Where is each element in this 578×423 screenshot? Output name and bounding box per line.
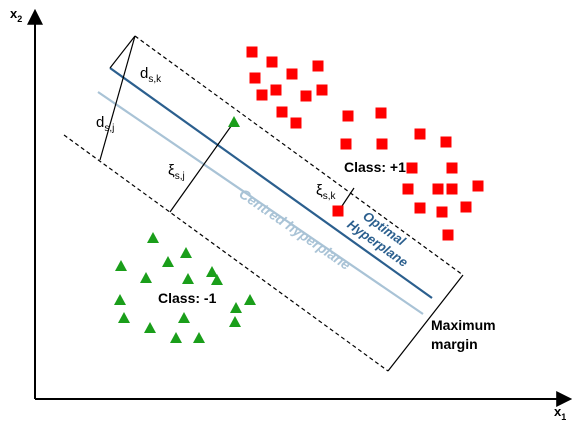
positive-point: [376, 138, 388, 150]
positive-point: [249, 72, 261, 84]
negative-point: [178, 312, 190, 323]
centred-hyperplane: [97, 91, 424, 315]
negative-point: [182, 273, 194, 284]
positive-point: [342, 110, 354, 122]
negative-point: [114, 294, 126, 305]
negative-point: [170, 332, 182, 343]
positive-point: [442, 229, 454, 241]
positive-point: [286, 68, 298, 80]
class-negative-label: Class: -1: [158, 290, 217, 306]
positive-point: [246, 46, 258, 58]
positive-point: [256, 89, 268, 101]
y-axis-label: x2: [10, 6, 22, 24]
negative-point: [144, 322, 156, 333]
negative-point: [206, 266, 218, 277]
negative-point: [180, 247, 192, 258]
positive-point: [332, 205, 344, 217]
optimal-hyperplane: [109, 67, 433, 299]
positive-point: [300, 90, 312, 102]
negative-point: [244, 294, 256, 305]
positive-point: [460, 201, 472, 213]
maximum-margin-label-1: Maximum: [431, 317, 496, 333]
d-sk-label: ds,k: [140, 65, 162, 85]
d-sj-label: ds,j: [96, 114, 114, 134]
class-positive-label: Class: +1: [344, 159, 406, 175]
positive-point: [375, 107, 387, 119]
positive-point: [316, 84, 328, 96]
margin-width-line: [387, 274, 464, 372]
positive-point: [440, 136, 452, 148]
positive-point: [446, 162, 458, 174]
positive-point: [276, 106, 288, 118]
xi-sj-line: [169, 121, 235, 213]
negative-point: [140, 272, 152, 283]
positive-point: [402, 183, 414, 195]
upper-margin-line: [134, 35, 464, 276]
negative-point: [211, 274, 223, 285]
positive-point: [406, 162, 418, 174]
positive-points-group: [246, 46, 484, 241]
negative-point: [115, 260, 127, 271]
positive-point: [290, 117, 302, 129]
negative-point: [230, 302, 242, 313]
positive-point: [340, 138, 352, 150]
d-sj-line: [99, 35, 136, 161]
positive-point: [472, 180, 484, 192]
negative-point: [228, 116, 240, 127]
negative-point: [162, 256, 174, 267]
positive-point: [414, 202, 426, 214]
positive-point: [270, 84, 282, 96]
negative-point: [147, 232, 159, 243]
optimal-hyperplane-label: Optimal Hyperplane: [344, 208, 410, 270]
xi-sj-label: ξs,j: [168, 162, 185, 182]
positive-point: [436, 206, 448, 218]
negative-point: [229, 316, 241, 327]
positive-point: [414, 128, 426, 140]
x-axis-label: x1: [554, 404, 566, 422]
negative-point: [118, 312, 130, 323]
positive-point: [312, 60, 324, 72]
maximum-margin-label-2: margin: [431, 336, 478, 352]
xi-sk-label: ξs,k: [316, 182, 336, 202]
positive-point: [266, 56, 278, 68]
negative-points-group: [114, 116, 256, 343]
positive-point: [432, 183, 444, 195]
positive-point: [446, 183, 458, 195]
d-sk-line: [109, 35, 136, 69]
lower-margin-line: [63, 134, 389, 372]
negative-point: [193, 332, 205, 343]
